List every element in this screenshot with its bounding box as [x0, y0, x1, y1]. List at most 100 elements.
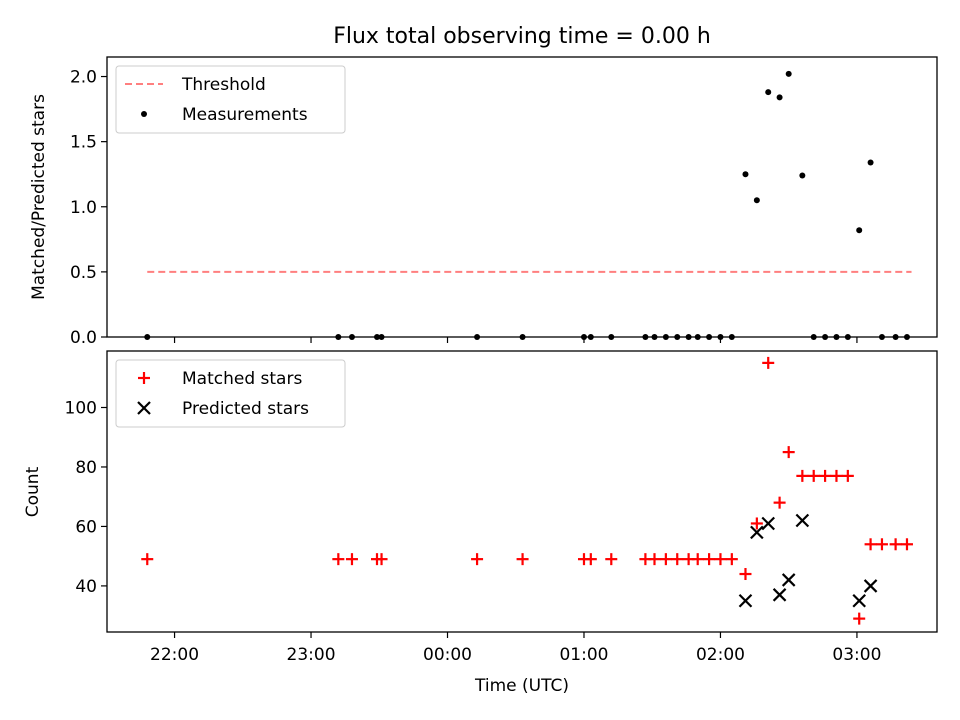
y-tick-label: 60 — [75, 517, 97, 537]
data-point — [782, 446, 795, 459]
y-tick-label: 0.5 — [70, 263, 97, 283]
data-point — [841, 469, 854, 482]
legend-label: Predicted stars — [182, 399, 309, 419]
y-tick-label: 2.0 — [70, 68, 97, 88]
legend: Matched stars Predicted stars — [115, 359, 346, 428]
bottom-y-axis-label: Count — [23, 466, 43, 517]
data-point — [587, 334, 594, 340]
x-tick-label: 03:00 — [832, 645, 881, 665]
data-point — [822, 334, 829, 340]
data-point — [605, 553, 618, 566]
data-point — [762, 356, 775, 369]
data-point — [900, 538, 913, 551]
data-point — [674, 334, 681, 340]
data-point — [742, 171, 749, 178]
x-marker-b — [750, 525, 764, 540]
chart-title: Flux total observing time = 0.00 h — [333, 24, 711, 49]
x-marker-b — [852, 593, 866, 608]
legend-label: Measurements — [182, 105, 308, 125]
data-point — [867, 159, 874, 166]
data-point — [796, 469, 809, 482]
data-point — [474, 334, 481, 340]
data-point — [830, 469, 843, 482]
data-point — [863, 579, 878, 593]
x-tick-label: 22:00 — [150, 645, 199, 665]
y-tick-label: 40 — [75, 577, 97, 597]
legend-box — [115, 65, 346, 134]
data-point — [765, 89, 772, 96]
data-point — [807, 469, 820, 482]
data-point — [685, 334, 692, 340]
data-point — [781, 573, 796, 587]
data-point — [750, 525, 764, 540]
data-point — [738, 593, 753, 608]
top-plot-area: 0.0 0.5 1.0 1.5 2.0 Threshold Measurements — [70, 56, 938, 348]
legend-swatch — [138, 372, 150, 384]
data-point — [642, 334, 649, 340]
series-x — [738, 513, 878, 608]
legend-label: Matched stars — [182, 369, 302, 389]
data-point — [852, 593, 866, 608]
legend-swatch — [137, 401, 151, 415]
data-point — [373, 334, 380, 340]
data-point — [714, 553, 727, 566]
data-point — [795, 513, 810, 528]
data-point — [332, 553, 345, 566]
x-marker-b — [772, 588, 787, 602]
x-tick-label: 23:00 — [287, 645, 336, 665]
data-point — [819, 469, 832, 482]
data-point — [648, 553, 661, 566]
data-point — [706, 334, 713, 340]
data-point — [725, 553, 738, 566]
data-point — [761, 516, 776, 531]
data-point — [519, 334, 526, 340]
x-tick-label: 02:00 — [696, 645, 745, 665]
y-tick-label: 80 — [75, 458, 97, 478]
data-point — [875, 538, 888, 551]
x-marker-b — [795, 513, 810, 528]
data-point — [608, 334, 615, 340]
series-plus — [141, 356, 913, 625]
data-point — [580, 334, 587, 340]
data-point — [651, 334, 658, 340]
x-marker-b — [738, 593, 753, 608]
data-point — [844, 334, 851, 340]
legend-box — [115, 359, 346, 428]
data-point — [703, 553, 716, 566]
data-point — [671, 553, 684, 566]
data-point — [728, 334, 735, 340]
series-dot — [144, 70, 910, 340]
data-point — [144, 334, 151, 340]
top-y-axis-label: Matched/Predicted stars — [29, 94, 49, 300]
legend-swatch — [141, 111, 147, 117]
y-tick-label: 1.0 — [70, 198, 97, 218]
data-point — [833, 334, 840, 340]
data-point — [345, 553, 358, 566]
data-point — [739, 568, 752, 581]
data-point — [378, 334, 385, 340]
data-point — [516, 553, 529, 566]
y-tick-label: 100 — [65, 398, 97, 418]
data-point — [853, 612, 866, 625]
data-point — [799, 172, 806, 179]
data-point — [776, 94, 783, 101]
data-point — [659, 553, 672, 566]
data-point — [856, 227, 863, 234]
y-tick-label: 1.5 — [70, 133, 97, 153]
plot-frame — [106, 350, 938, 633]
data-point — [878, 334, 885, 340]
data-point — [892, 334, 899, 340]
data-point — [785, 70, 792, 77]
bottom-plot-area: 40 60 80 100 22:00 23:00 00:00 01:00 02:00 03:00 M… — [65, 350, 938, 665]
data-point — [141, 553, 154, 566]
data-point — [889, 538, 902, 551]
data-point — [348, 334, 355, 340]
data-point — [810, 334, 817, 340]
data-point — [691, 553, 704, 566]
x-marker-b — [761, 516, 776, 531]
data-point — [584, 553, 597, 566]
data-point — [773, 496, 786, 509]
legend: Threshold Measurements — [115, 65, 346, 134]
data-point — [694, 334, 701, 340]
